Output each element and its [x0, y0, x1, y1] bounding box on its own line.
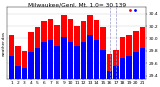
Bar [94, 20, 99, 79]
Bar [41, 42, 47, 79]
Bar [35, 27, 40, 79]
Bar [54, 25, 60, 79]
Bar [120, 37, 125, 79]
Bar [87, 15, 93, 79]
Bar [81, 21, 86, 79]
Bar [74, 26, 80, 79]
Bar [81, 42, 86, 79]
Bar [15, 66, 21, 79]
Bar [87, 35, 93, 79]
Y-axis label: weather.dos: weather.dos [2, 31, 6, 56]
Bar [107, 54, 112, 79]
Bar [48, 40, 53, 79]
Bar [100, 50, 106, 79]
Bar [61, 37, 67, 79]
Bar [35, 48, 40, 79]
Bar [100, 27, 106, 79]
Bar [107, 71, 112, 79]
Bar [15, 46, 21, 79]
Title: Milwaukee/Genl. Mt. 1.0= 30.139: Milwaukee/Genl. Mt. 1.0= 30.139 [28, 2, 126, 7]
Bar [41, 21, 47, 79]
Bar [28, 32, 34, 79]
Bar [140, 48, 145, 79]
Bar [94, 40, 99, 79]
Bar [61, 15, 67, 79]
Bar [68, 42, 73, 79]
Bar [54, 46, 60, 79]
Bar [28, 52, 34, 79]
Bar [74, 46, 80, 79]
Bar [120, 58, 125, 79]
Bar [126, 56, 132, 79]
Bar [113, 50, 119, 79]
Bar [133, 52, 139, 79]
Bar [22, 68, 27, 79]
Bar [22, 51, 27, 79]
Bar [133, 31, 139, 79]
Bar [48, 19, 53, 79]
Bar [140, 27, 145, 79]
Bar [126, 35, 132, 79]
Bar [9, 35, 14, 79]
Bar [9, 56, 14, 79]
Bar [68, 19, 73, 79]
Bar [113, 66, 119, 79]
